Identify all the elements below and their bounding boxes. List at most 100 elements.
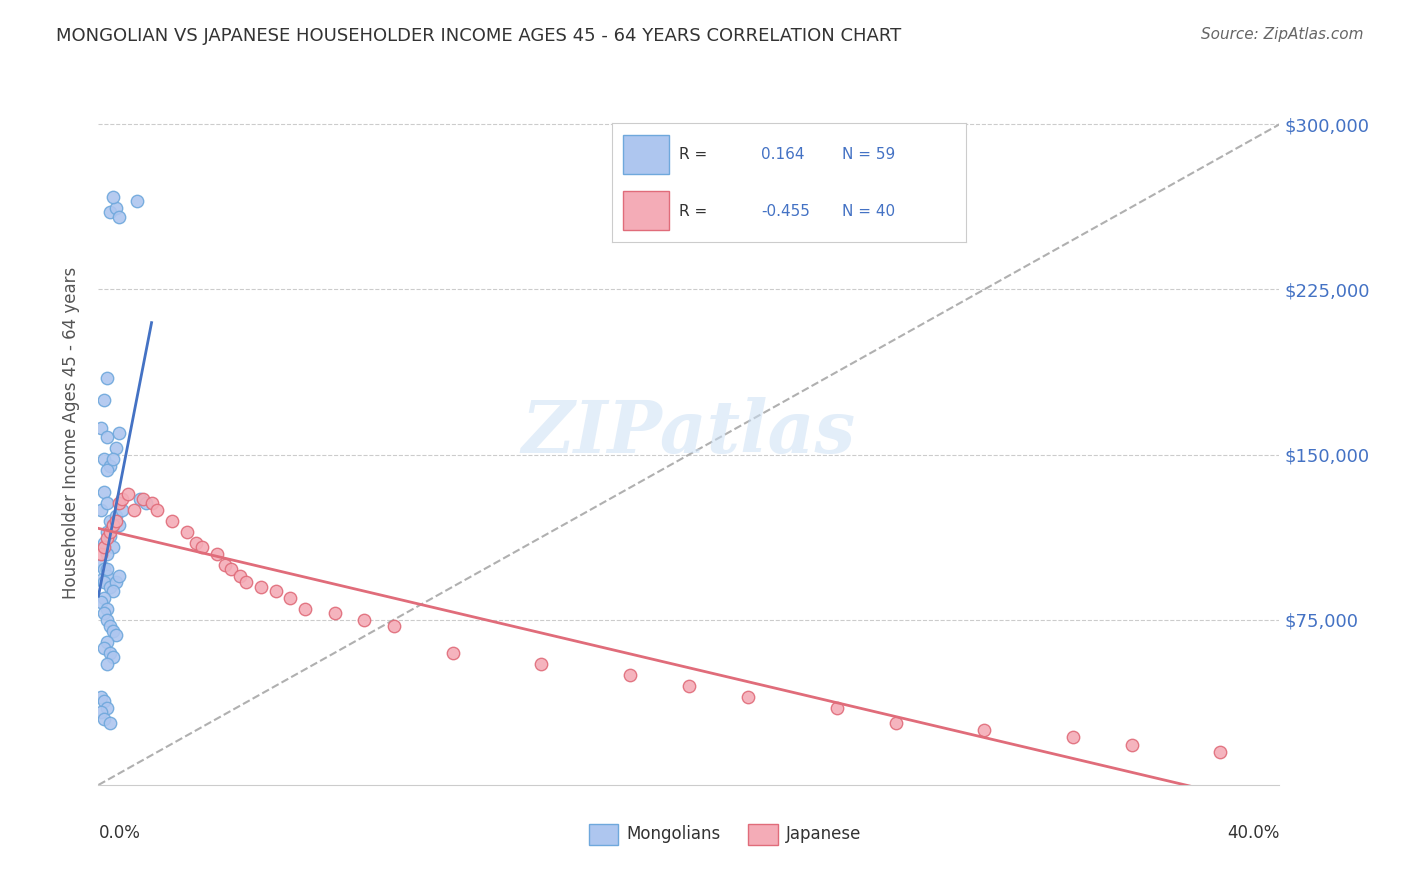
Text: 0.0%: 0.0% [98, 823, 141, 842]
Point [221, 562, 243, 576]
Point [93, 392, 115, 407]
Point [132, 491, 155, 506]
Point [96, 601, 118, 615]
Point [98, 458, 121, 473]
Point [103, 624, 125, 638]
Point [90, 573, 112, 587]
Point [103, 518, 125, 533]
Point [98, 646, 121, 660]
Point [1209, 745, 1232, 759]
Point [93, 485, 115, 500]
Point [105, 509, 128, 524]
Point [96, 547, 118, 561]
Point [96, 524, 118, 539]
Point [96, 496, 118, 510]
Point [90, 690, 112, 704]
Point [111, 491, 134, 506]
Y-axis label: Householder Income Ages 45 - 64 years: Householder Income Ages 45 - 64 years [62, 267, 80, 599]
Point [108, 210, 131, 224]
Point [96, 613, 118, 627]
Point [108, 425, 131, 440]
Point [96, 635, 118, 649]
Point [141, 496, 163, 510]
Point [294, 601, 316, 615]
Point [108, 568, 131, 582]
Point [98, 716, 121, 731]
Text: MONGOLIAN VS JAPANESE HOUSEHOLDER INCOME AGES 45 - 64 YEARS CORRELATION CHART: MONGOLIAN VS JAPANESE HOUSEHOLDER INCOME… [56, 27, 901, 45]
Text: ZIPatlas: ZIPatlas [522, 397, 856, 468]
Point [973, 723, 995, 737]
Point [98, 205, 121, 219]
Text: Mongolians: Mongolians [626, 825, 721, 843]
Point [737, 690, 759, 704]
Point [96, 430, 118, 444]
Point [93, 452, 115, 467]
Point [93, 591, 115, 605]
Point [98, 514, 121, 528]
Point [93, 540, 115, 554]
Point [96, 562, 118, 576]
Point [105, 514, 128, 528]
Point [103, 518, 125, 533]
Point [135, 496, 157, 510]
Point [96, 657, 118, 671]
Point [280, 591, 302, 605]
Point [105, 628, 128, 642]
Point [98, 580, 121, 594]
Point [93, 641, 115, 656]
Point [96, 463, 118, 477]
Point [128, 491, 150, 506]
Point [117, 487, 139, 501]
Point [176, 524, 198, 539]
Point [96, 370, 118, 384]
Point [105, 575, 128, 590]
Point [103, 584, 125, 599]
Point [619, 668, 641, 682]
Point [678, 679, 700, 693]
Point [825, 701, 848, 715]
Text: 40.0%: 40.0% [1227, 823, 1279, 842]
Point [96, 532, 118, 546]
Point [162, 514, 183, 528]
Text: Japanese: Japanese [786, 825, 860, 843]
Point [90, 595, 112, 609]
Point [1121, 739, 1143, 753]
Point [90, 547, 112, 561]
Point [98, 524, 121, 539]
Point [103, 650, 125, 665]
Point [382, 619, 405, 633]
Point [235, 575, 257, 590]
Point [90, 502, 112, 516]
Point [90, 421, 112, 435]
Point [264, 584, 287, 599]
Point [98, 619, 121, 633]
Point [105, 441, 128, 455]
Point [93, 535, 115, 549]
Point [103, 540, 125, 554]
Point [93, 694, 115, 708]
FancyBboxPatch shape [589, 823, 619, 845]
Point [214, 558, 236, 572]
Point [125, 194, 148, 209]
Text: Source: ZipAtlas.com: Source: ZipAtlas.com [1201, 27, 1364, 42]
Point [90, 706, 112, 720]
Point [1062, 730, 1084, 744]
Point [93, 712, 115, 726]
Point [250, 580, 273, 594]
Point [103, 190, 125, 204]
Point [441, 646, 464, 660]
Point [122, 502, 145, 516]
Point [108, 518, 131, 533]
Point [93, 606, 115, 620]
Point [108, 496, 131, 510]
Point [184, 535, 207, 549]
Point [90, 558, 112, 572]
Point [323, 606, 346, 620]
Point [530, 657, 553, 671]
Point [111, 502, 134, 516]
Point [146, 502, 169, 516]
FancyBboxPatch shape [748, 823, 778, 845]
Point [93, 562, 115, 576]
Point [205, 547, 228, 561]
Point [103, 452, 125, 467]
